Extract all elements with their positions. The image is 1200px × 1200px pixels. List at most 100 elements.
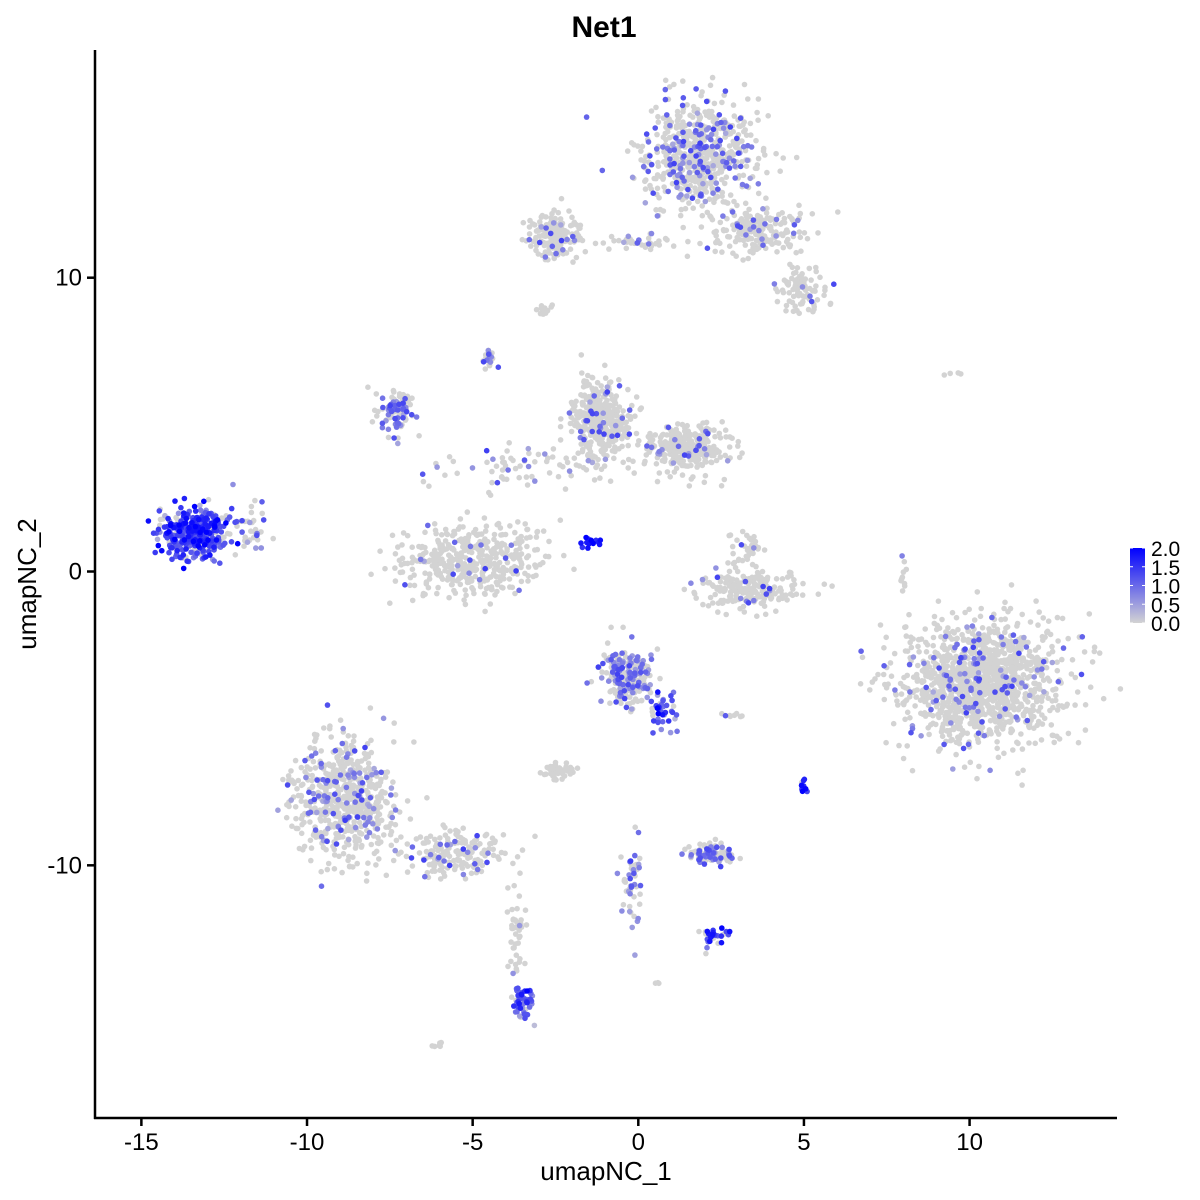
data-point	[491, 566, 498, 573]
data-point	[739, 159, 745, 165]
data-point	[608, 233, 615, 240]
data-point	[713, 180, 719, 186]
data-point	[1069, 657, 1076, 663]
data-point	[793, 591, 800, 597]
data-point	[787, 243, 793, 250]
data-point	[514, 854, 521, 860]
data-point	[955, 370, 961, 376]
data-point	[515, 519, 521, 525]
data-point	[288, 797, 295, 803]
data-point	[801, 230, 808, 236]
data-point	[506, 576, 513, 582]
data-point	[1035, 622, 1041, 628]
data-point	[461, 597, 467, 603]
data-point	[253, 545, 259, 551]
data-point	[731, 113, 738, 119]
data-point	[308, 857, 314, 864]
data-point	[450, 578, 456, 584]
data-point	[586, 445, 593, 452]
data-point	[490, 456, 496, 463]
data-point	[371, 784, 378, 791]
data-point	[457, 524, 463, 530]
data-point	[1045, 618, 1052, 624]
data-point	[688, 462, 694, 469]
data-point	[1008, 726, 1014, 733]
data-point	[544, 240, 551, 247]
data-point	[647, 430, 653, 437]
data-point	[684, 102, 690, 108]
data-point	[523, 474, 530, 480]
data-point	[594, 379, 601, 386]
data-point	[371, 407, 378, 414]
data-point	[307, 766, 313, 772]
data-point	[1082, 702, 1089, 708]
data-point	[600, 410, 606, 417]
data-point	[727, 192, 734, 198]
data-point	[700, 601, 706, 608]
data-point	[712, 591, 718, 598]
data-point	[497, 568, 503, 574]
data-point	[739, 528, 746, 535]
data-point	[533, 306, 540, 313]
data-point	[1015, 740, 1021, 747]
data-point	[331, 852, 338, 858]
data-point	[763, 210, 770, 216]
data-point	[522, 521, 528, 527]
data-point	[667, 474, 673, 480]
data-point	[529, 473, 535, 480]
data-point	[763, 236, 770, 243]
data-point	[655, 163, 662, 169]
data-point	[1018, 701, 1024, 707]
data-point	[532, 459, 538, 465]
data-point	[477, 841, 483, 847]
data-point	[713, 151, 719, 157]
data-point	[773, 608, 779, 614]
data-point	[592, 240, 599, 247]
data-point	[435, 847, 441, 854]
data-point	[902, 698, 908, 705]
data-point	[1044, 628, 1051, 635]
data-point	[777, 168, 783, 174]
data-point	[558, 416, 564, 422]
data-point	[444, 850, 451, 856]
data-point	[254, 537, 261, 543]
data-point	[706, 114, 713, 120]
data-point	[901, 558, 908, 565]
data-point	[736, 556, 742, 563]
data-point	[724, 458, 731, 464]
data-point	[713, 565, 719, 571]
data-point	[735, 438, 742, 445]
data-point	[568, 428, 575, 435]
data-point	[302, 769, 308, 775]
data-point	[663, 153, 669, 159]
data-point	[717, 435, 724, 441]
data-point	[616, 377, 622, 383]
data-point	[354, 860, 361, 867]
data-point	[918, 733, 924, 739]
data-point	[1082, 727, 1089, 733]
data-point	[995, 700, 1001, 707]
data-point	[995, 642, 1001, 648]
data-point	[1028, 712, 1035, 719]
data-point	[487, 574, 493, 580]
data-point	[625, 442, 631, 449]
data-point	[1007, 719, 1013, 725]
data-point	[1049, 648, 1056, 655]
data-point	[740, 573, 747, 580]
data-point	[426, 483, 432, 490]
data-point	[545, 455, 551, 462]
data-point	[729, 435, 735, 442]
data-point	[1031, 674, 1037, 680]
data-point	[967, 759, 974, 766]
data-point	[598, 466, 605, 473]
data-point	[736, 231, 743, 237]
data-point	[979, 724, 986, 731]
data-point	[656, 980, 662, 987]
data-point	[959, 631, 965, 638]
data-point	[343, 795, 350, 801]
data-point	[453, 863, 459, 869]
data-point	[997, 667, 1004, 673]
data-point	[478, 531, 485, 537]
data-point	[625, 425, 632, 431]
data-point	[370, 805, 377, 812]
